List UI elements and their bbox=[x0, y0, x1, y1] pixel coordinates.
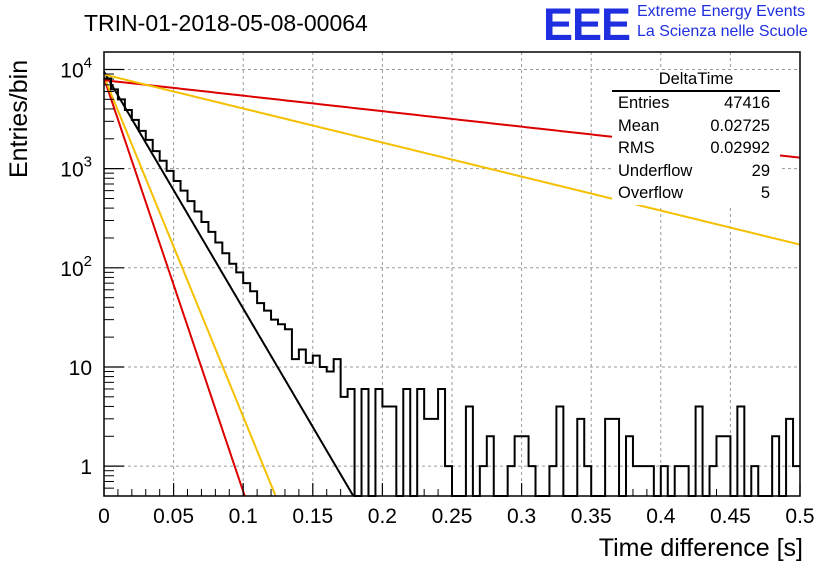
fit-curve bbox=[103, 77, 246, 497]
fit-curve bbox=[103, 76, 277, 497]
y-tick-label: 102 bbox=[60, 253, 92, 281]
stats-value: 0.02725 bbox=[710, 116, 770, 135]
stats-title: DeltaTime bbox=[612, 70, 780, 92]
x-tick-label: 0.4 bbox=[646, 505, 676, 528]
x-tick-label: 0.35 bbox=[571, 505, 612, 528]
stats-value: 0.02992 bbox=[710, 139, 770, 157]
y-tick-label: 1 bbox=[80, 456, 92, 479]
x-tick-label: 0.05 bbox=[153, 505, 194, 528]
y-tick-label: 104 bbox=[60, 54, 92, 82]
x-tick-label: 0.45 bbox=[710, 505, 751, 528]
axis-ticks: 0 0.05 0.1 0.15 0.2 0.25 0.3 0.35 0.4 0.45 0.5 1 10 1… bbox=[60, 54, 814, 528]
stats-label: RMS bbox=[618, 139, 655, 157]
logo-subtitle-line2: La Scienza nelle Scuole bbox=[637, 23, 808, 40]
x-tick-label: 0.15 bbox=[292, 505, 333, 528]
stats-value: 5 bbox=[760, 184, 770, 202]
stats-value: 47416 bbox=[724, 94, 770, 112]
y-tick-label: 103 bbox=[60, 154, 92, 182]
stats-box: DeltaTime Entries 47416 Mean 0.02725 RMS 0.… bbox=[612, 70, 780, 205]
stats-label: Mean bbox=[618, 116, 660, 135]
stats-label: Overflow bbox=[618, 184, 684, 202]
fit-curve bbox=[103, 73, 801, 246]
x-tick-label: 0.25 bbox=[432, 505, 473, 528]
x-tick-label: 0.1 bbox=[229, 505, 258, 528]
x-tick-label: 0.3 bbox=[507, 505, 536, 528]
stats-row-rms: RMS 0.02992 bbox=[612, 137, 780, 160]
y-axis-label: Entries/bin bbox=[5, 59, 33, 178]
logo-subtitle-line1: Extreme Energy Events bbox=[637, 3, 806, 20]
stats-row-mean: Mean 0.02725 bbox=[612, 115, 780, 138]
x-tick-label: 0.2 bbox=[368, 505, 397, 528]
histogram-steps bbox=[104, 77, 800, 497]
x-tick-label: 0.5 bbox=[785, 505, 814, 528]
stats-label: Entries bbox=[618, 94, 670, 112]
stats-row-entries: Entries 47416 bbox=[612, 92, 780, 115]
x-axis-label: Time difference [s] bbox=[598, 534, 803, 562]
y-tick-label: 10 bbox=[69, 357, 92, 380]
stats-value: 29 bbox=[751, 161, 770, 180]
stats-row-underflow: Underflow 29 bbox=[612, 160, 780, 183]
stats-label: Underflow bbox=[618, 161, 693, 180]
plot-series bbox=[103, 71, 801, 497]
chart-title: TRIN-01-2018-05-08-00064 bbox=[84, 10, 368, 36]
fit-curve bbox=[103, 71, 355, 497]
stats-row-overflow: Overflow 5 bbox=[612, 182, 780, 205]
eee-logo: EEE bbox=[543, 0, 631, 50]
x-tick-label: 0 bbox=[98, 505, 110, 528]
